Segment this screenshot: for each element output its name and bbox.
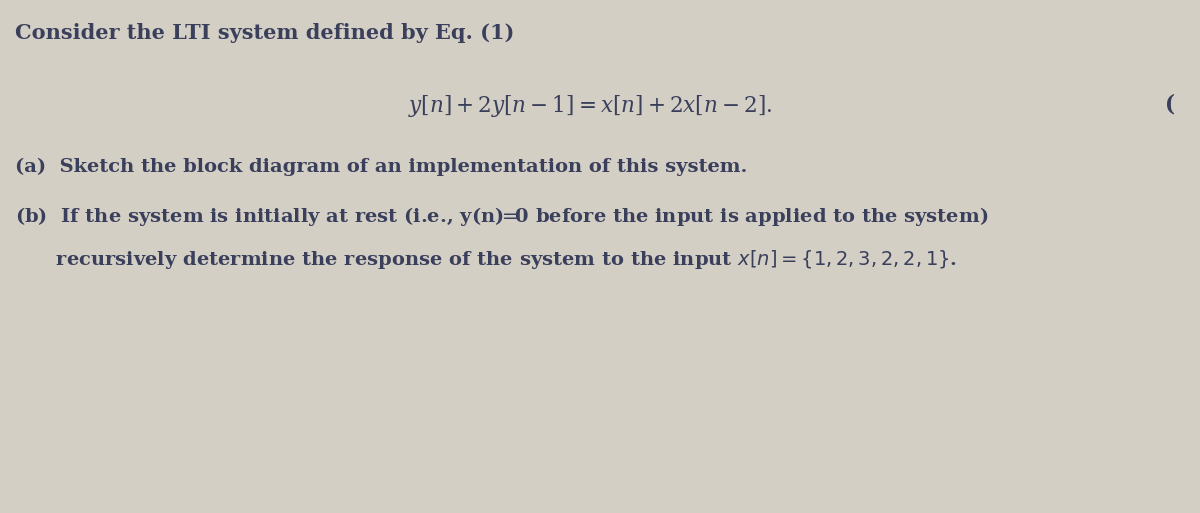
Text: recursively determine the response of the system to the input $x[n] = \{1, 2, 3,: recursively determine the response of th… bbox=[14, 248, 958, 271]
Text: (b)  If the system is initially at rest (i.e., y(n)$\!\!=\!\!$0 before the input: (b) If the system is initially at rest (… bbox=[14, 205, 989, 228]
Text: $y[n] + 2y[n-1] = x[n] + 2x[n-2].$: $y[n] + 2y[n-1] = x[n] + 2x[n-2].$ bbox=[408, 93, 772, 119]
Text: Consider the LTI system defined by Eq. (1): Consider the LTI system defined by Eq. (… bbox=[14, 23, 515, 43]
Text: (: ( bbox=[1165, 93, 1175, 115]
Text: (a)  Sketch the block diagram of an implementation of this system.: (a) Sketch the block diagram of an imple… bbox=[14, 158, 748, 176]
